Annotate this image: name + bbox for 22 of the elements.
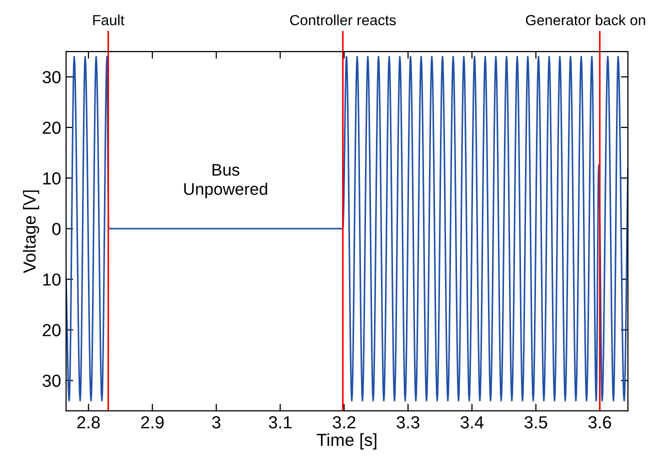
y-tick-label: 20 xyxy=(42,122,61,134)
x-tick-label: 3.3 xyxy=(396,416,420,428)
annotation: Bus Unpowered xyxy=(184,164,268,198)
y-axis-title: Voltage [V] xyxy=(22,190,40,274)
y-tick-label: 30 xyxy=(42,374,61,387)
ref-line-label: Controller reacts xyxy=(290,14,396,26)
x-tick-label: 3.5 xyxy=(524,416,548,428)
y-tick-label: 10 xyxy=(43,273,61,286)
x-tick-label: 3.6 xyxy=(588,416,612,428)
y-tick-label: 20 xyxy=(42,324,61,336)
x-tick-label: 2.9 xyxy=(141,416,164,428)
y-tick-label: 0 xyxy=(52,222,61,236)
x-tick-label: 2.8 xyxy=(77,416,100,428)
x-axis-title: Time [s] xyxy=(316,433,376,450)
ref-line-label: Generator back on xyxy=(526,14,646,26)
x-tick-label: 3 xyxy=(212,416,220,428)
y-tick-label: 10 xyxy=(43,172,61,185)
x-tick-label: 3.2 xyxy=(332,416,356,428)
x-tick-label: 3.1 xyxy=(268,416,292,428)
x-tick-label: 3.4 xyxy=(460,416,484,428)
y-tick-label: 30 xyxy=(42,71,61,84)
ref-line-label: Fault xyxy=(93,14,124,26)
